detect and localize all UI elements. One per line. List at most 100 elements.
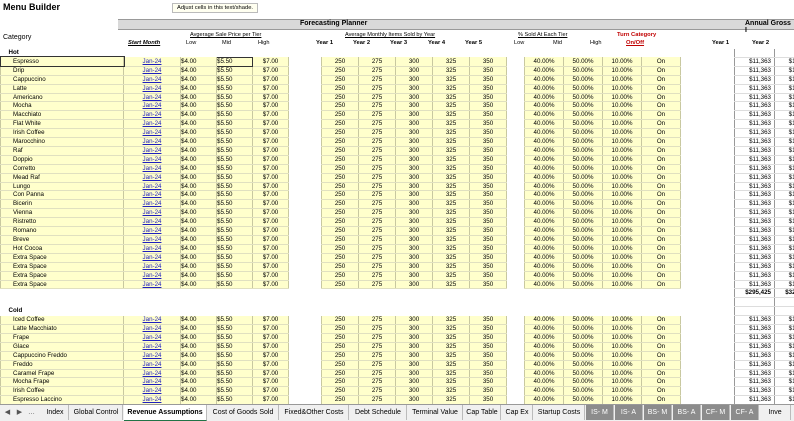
items-y3-cell[interactable]: 300 [396,333,433,342]
start-month-cell[interactable]: Jan-24 [124,360,181,369]
item-name-cell[interactable]: Espresso [1,57,124,66]
items-y4-cell[interactable]: 325 [433,200,470,209]
price-low-cell[interactable]: $4.00 [181,236,217,245]
on-off-cell[interactable]: On [642,155,681,164]
on-off-cell[interactable]: On [642,164,681,173]
items-y3-cell[interactable]: 300 [396,182,433,191]
pct-low-cell[interactable]: 40.00% [525,84,564,93]
pct-high-cell[interactable]: 10.00% [603,120,642,129]
on-off-cell[interactable]: On [642,218,681,227]
items-y1-cell[interactable]: 250 [322,84,359,93]
price-high-cell[interactable]: $7.00 [253,227,289,236]
pct-mid-cell[interactable]: 50.00% [564,209,603,218]
start-month-cell[interactable]: Jan-24 [124,111,181,120]
items-y4-cell[interactable]: 325 [433,155,470,164]
price-low-cell[interactable]: $4.00 [181,280,217,289]
items-y5-cell[interactable]: 350 [470,396,507,404]
items-y2-cell[interactable]: 275 [359,200,396,209]
price-mid-cell[interactable]: $5.50 [217,120,253,129]
items-y2-cell[interactable]: 275 [359,155,396,164]
price-low-cell[interactable]: $4.00 [181,218,217,227]
start-month-cell[interactable]: Jan-24 [124,218,181,227]
start-month-cell[interactable]: Jan-24 [124,138,181,147]
start-month-cell[interactable]: Jan-24 [124,351,181,360]
pct-high-cell[interactable]: 10.00% [603,333,642,342]
on-off-cell[interactable]: On [642,342,681,351]
item-name-cell[interactable]: Cappuccino [1,75,124,84]
pct-mid-cell[interactable]: 50.00% [564,236,603,245]
pct-mid-cell[interactable]: 50.00% [564,138,603,147]
pct-mid-cell[interactable]: 50.00% [564,75,603,84]
price-mid-cell[interactable]: $5.50 [217,173,253,182]
pct-mid-cell[interactable]: 50.00% [564,182,603,191]
items-y1-cell[interactable]: 250 [322,253,359,262]
items-y5-cell[interactable]: 350 [470,280,507,289]
items-y3-cell[interactable]: 300 [396,120,433,129]
price-high-cell[interactable]: $7.00 [253,155,289,164]
item-name-cell[interactable]: Breve [1,236,124,245]
on-off-cell[interactable]: On [642,75,681,84]
price-mid-cell[interactable]: $5.50 [217,396,253,404]
price-high-cell[interactable]: $7.00 [253,182,289,191]
price-mid-cell[interactable]: $5.50 [217,200,253,209]
pct-mid-cell[interactable]: 50.00% [564,84,603,93]
items-y3-cell[interactable]: 300 [396,146,433,155]
price-mid-cell[interactable]: $5.50 [217,146,253,155]
items-y3-cell[interactable]: 300 [396,253,433,262]
sheet-tab[interactable]: Cap Table [464,405,501,420]
items-y2-cell[interactable]: 275 [359,351,396,360]
pct-low-cell[interactable]: 40.00% [525,111,564,120]
price-low-cell[interactable]: $4.00 [181,378,217,387]
item-name-cell[interactable]: Ristretto [1,218,124,227]
items-y5-cell[interactable]: 350 [470,271,507,280]
pct-mid-cell[interactable]: 50.00% [564,191,603,200]
items-y1-cell[interactable]: 250 [322,351,359,360]
price-mid-cell[interactable]: $5.50 [217,316,253,325]
on-off-cell[interactable]: On [642,102,681,111]
pct-low-cell[interactable]: 40.00% [525,369,564,378]
items-y4-cell[interactable]: 325 [433,164,470,173]
pct-low-cell[interactable]: 40.00% [525,378,564,387]
start-month-cell[interactable]: Jan-24 [124,84,181,93]
price-low-cell[interactable]: $4.00 [181,75,217,84]
items-y2-cell[interactable]: 275 [359,173,396,182]
items-y4-cell[interactable]: 325 [433,316,470,325]
pct-low-cell[interactable]: 40.00% [525,155,564,164]
items-y1-cell[interactable]: 250 [322,396,359,404]
items-y1-cell[interactable]: 250 [322,191,359,200]
sheet-tab[interactable]: Fixed&Other Costs [280,405,349,420]
items-y1-cell[interactable]: 250 [322,369,359,378]
item-name-cell[interactable]: Extra Space [1,262,124,271]
scroll-tabs-left-icon[interactable]: ◀ [2,405,13,420]
items-y4-cell[interactable]: 325 [433,227,470,236]
price-high-cell[interactable]: $7.00 [253,280,289,289]
pct-low-cell[interactable]: 40.00% [525,333,564,342]
item-name-cell[interactable]: Corretto [1,164,124,173]
price-low-cell[interactable]: $4.00 [181,316,217,325]
sheet-tab[interactable]: Cost of Goods Sold [208,405,279,420]
items-y1-cell[interactable]: 250 [322,280,359,289]
price-mid-cell[interactable]: $5.50 [217,209,253,218]
items-y3-cell[interactable]: 300 [396,396,433,404]
pct-low-cell[interactable]: 40.00% [525,244,564,253]
items-y2-cell[interactable]: 275 [359,191,396,200]
items-y1-cell[interactable]: 250 [322,182,359,191]
on-off-cell[interactable]: On [642,66,681,75]
price-high-cell[interactable]: $7.00 [253,93,289,102]
pct-mid-cell[interactable]: 50.00% [564,396,603,404]
item-name-cell[interactable]: Hot Cocoa [1,244,124,253]
price-high-cell[interactable]: $7.00 [253,244,289,253]
pct-low-cell[interactable]: 40.00% [525,93,564,102]
price-high-cell[interactable]: $7.00 [253,218,289,227]
price-high-cell[interactable]: $7.00 [253,200,289,209]
pct-low-cell[interactable]: 40.00% [525,387,564,396]
price-high-cell[interactable]: $7.00 [253,164,289,173]
items-y2-cell[interactable]: 275 [359,120,396,129]
pct-high-cell[interactable]: 10.00% [603,271,642,280]
start-month-cell[interactable]: Jan-24 [124,182,181,191]
pct-low-cell[interactable]: 40.00% [525,209,564,218]
pct-low-cell[interactable]: 40.00% [525,191,564,200]
start-month-cell[interactable]: Jan-24 [124,129,181,138]
sheet-tab[interactable]: Terminal Value [408,405,463,420]
items-y4-cell[interactable]: 325 [433,236,470,245]
